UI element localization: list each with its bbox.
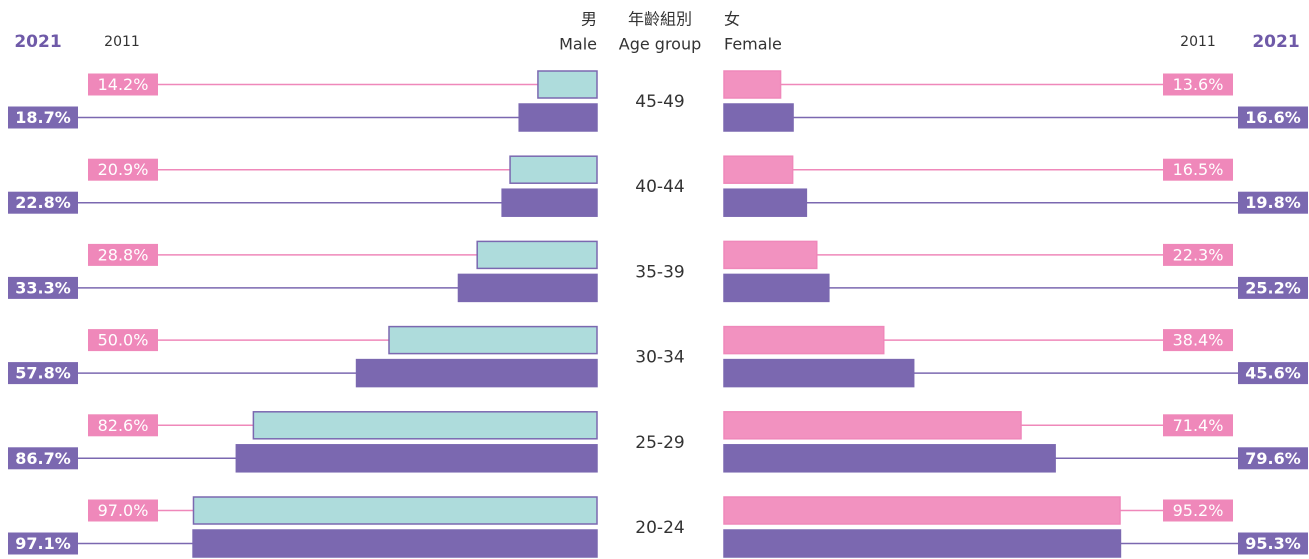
value-label-box: [8, 191, 78, 214]
value-label-box: [88, 414, 158, 437]
value-label-box: [1238, 362, 1308, 385]
age-group-label: 35-39: [635, 262, 684, 282]
value-label: 97.1%: [15, 534, 71, 553]
bar: [723, 155, 794, 184]
bar: [723, 325, 885, 355]
value-label-box: [88, 243, 158, 266]
value-label-box: [1238, 106, 1308, 129]
bar: [388, 325, 598, 355]
bar: [252, 411, 598, 440]
value-label: 20.9%: [98, 160, 149, 179]
bar: [509, 155, 598, 184]
value-label-box: [88, 158, 158, 181]
value-label-box: [1238, 191, 1308, 214]
value-label: 50.0%: [98, 331, 149, 350]
value-label: 14.2%: [98, 75, 149, 94]
bar: [723, 240, 818, 270]
age-group-label: 25-29: [635, 433, 684, 453]
bar: [723, 273, 830, 303]
bar: [192, 529, 598, 558]
bar: [235, 444, 598, 473]
value-label-box: [1163, 73, 1233, 96]
value-label: 57.8%: [15, 364, 71, 383]
bar: [457, 273, 598, 303]
age-group-label: 20-24: [635, 518, 684, 538]
value-label: 16.6%: [1245, 108, 1301, 127]
value-label-box: [1238, 447, 1308, 470]
value-label-box: [8, 447, 78, 470]
bar: [723, 358, 915, 388]
value-label-box: [1238, 276, 1308, 299]
year-header: 2011: [1180, 34, 1216, 50]
value-label: 45.6%: [1245, 364, 1301, 383]
age-group-label: 45-49: [635, 92, 684, 112]
bar: [476, 240, 598, 270]
age-group-label: 30-34: [635, 348, 684, 368]
value-label-box: [8, 362, 78, 385]
age-group-label: 40-44: [635, 177, 684, 197]
bar: [723, 444, 1056, 473]
bar: [192, 496, 598, 525]
value-label-box: [88, 73, 158, 96]
bar: [518, 103, 598, 132]
value-label-box: [1238, 532, 1308, 555]
value-label: 95.3%: [1245, 534, 1301, 553]
bar: [501, 188, 598, 217]
value-label: 79.6%: [1245, 449, 1301, 468]
female-label: 女: [724, 10, 740, 29]
value-label-box: [1163, 158, 1233, 181]
center-label-en: Age group: [619, 35, 702, 54]
value-label: 13.6%: [1173, 75, 1224, 94]
value-label-box: [88, 329, 158, 352]
bar: [355, 358, 598, 388]
female-label-en: Female: [724, 35, 782, 54]
value-label-box: [8, 106, 78, 129]
value-label-box: [1163, 243, 1233, 266]
value-label: 71.4%: [1173, 416, 1224, 435]
year-header: 2021: [14, 32, 61, 52]
male-label: 男: [581, 10, 597, 29]
male-label-en: Male: [559, 35, 597, 54]
bar: [723, 496, 1121, 525]
value-label-box: [8, 532, 78, 555]
bar: [723, 411, 1022, 440]
bar: [723, 103, 794, 132]
value-label: 82.6%: [98, 416, 149, 435]
center-label: 年齡組別: [628, 10, 692, 29]
value-label: 95.2%: [1173, 501, 1224, 520]
bar: [537, 70, 598, 99]
value-label: 19.8%: [1245, 193, 1301, 212]
value-label: 97.0%: [98, 501, 149, 520]
bar: [723, 188, 808, 217]
value-label: 25.2%: [1245, 278, 1301, 297]
value-label: 28.8%: [98, 245, 149, 264]
value-label-box: [1163, 329, 1233, 352]
year-header: 2021: [1252, 32, 1299, 52]
value-label-box: [1163, 499, 1233, 522]
bar: [723, 70, 782, 99]
year-header: 2011: [104, 34, 140, 50]
value-label: 18.7%: [15, 108, 71, 127]
value-label: 86.7%: [15, 449, 71, 468]
value-label-box: [8, 276, 78, 299]
value-label: 33.3%: [15, 278, 71, 297]
value-label-box: [88, 499, 158, 522]
value-label-box: [1163, 414, 1233, 437]
value-label: 38.4%: [1173, 331, 1224, 350]
value-label: 16.5%: [1173, 160, 1224, 179]
value-label: 22.3%: [1173, 245, 1224, 264]
bar: [723, 529, 1122, 558]
value-label: 22.8%: [15, 193, 71, 212]
